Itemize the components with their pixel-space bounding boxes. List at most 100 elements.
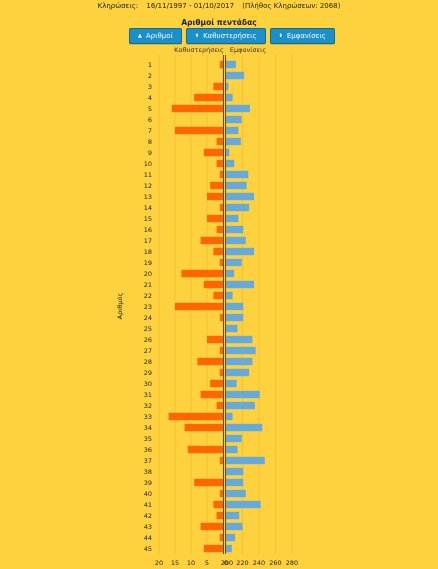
bar-delays <box>203 148 223 157</box>
bar-appearances <box>226 269 235 278</box>
category-label: 22 <box>144 292 152 300</box>
bar-delays <box>219 258 223 267</box>
bar-delays <box>213 291 223 300</box>
category-label: 36 <box>144 446 152 454</box>
bar-delays <box>184 423 223 432</box>
category-label: 41 <box>144 501 152 509</box>
sort-by-number-label: Αριθμοί <box>145 32 173 40</box>
category-label: 1 <box>148 61 152 69</box>
chart-title: Αριθμοί πεντάδας <box>181 18 257 27</box>
series-label-appearances: Εμφανίσεις <box>230 46 266 54</box>
bar-delays <box>219 489 223 498</box>
bar-appearances <box>226 533 236 542</box>
bar-appearances <box>226 115 242 124</box>
category-label: 13 <box>144 193 152 201</box>
bar-appearances <box>226 203 250 212</box>
bar-appearances <box>226 456 265 465</box>
category-label: 26 <box>144 336 152 344</box>
category-label: 37 <box>144 457 152 465</box>
category-label: 44 <box>144 534 152 542</box>
bar-delays <box>200 522 223 531</box>
sort-by-delays-button[interactable]: ⬍ Καθυστερήσεις <box>185 28 266 44</box>
bar-appearances <box>226 258 242 267</box>
category-label: 21 <box>144 281 152 289</box>
sort-buttons: ▲ Αριθμοί ⬍ Καθυστερήσεις ⬍ Εμφανίσεις <box>129 28 335 44</box>
bar-appearances <box>226 478 244 487</box>
category-label: 24 <box>144 314 152 322</box>
bar-appearances <box>226 93 233 102</box>
bar-delays <box>203 280 223 289</box>
bar-delays <box>175 302 223 311</box>
bar-appearances <box>226 60 236 69</box>
category-label: 27 <box>144 347 152 355</box>
bar-appearances <box>226 126 239 135</box>
sort-by-delays-label: Καθυστερήσεις <box>203 32 257 40</box>
bar-appearances <box>226 346 256 355</box>
bar-appearances <box>226 467 244 476</box>
bar-delays <box>219 60 223 69</box>
bar-appearances <box>226 214 239 223</box>
category-label: 3 <box>148 83 152 91</box>
bar-delays <box>187 445 223 454</box>
category-label: 34 <box>144 424 152 432</box>
bar-delays <box>194 478 223 487</box>
bar-appearances <box>226 159 235 168</box>
bar-delays <box>213 500 223 509</box>
category-label: 39 <box>144 479 152 487</box>
tick-label: 240 <box>253 559 265 567</box>
bar-delays <box>219 346 223 355</box>
bar-delays <box>175 126 223 135</box>
category-label: 12 <box>144 182 152 190</box>
series-label-delays: Καθυστερήσεις <box>174 46 224 54</box>
bar-delays <box>200 390 223 399</box>
bar-appearances <box>226 302 244 311</box>
bar-appearances <box>226 324 238 333</box>
bar-delays <box>200 236 223 245</box>
bar-delays <box>168 412 223 421</box>
bar-delays <box>216 511 223 520</box>
triangle-up-icon: ▲ <box>138 33 142 39</box>
tick-label: 260 <box>269 559 281 567</box>
bar-appearances <box>226 82 229 91</box>
category-label: 11 <box>144 171 152 179</box>
category-label: 18 <box>144 248 152 256</box>
category-label: 5 <box>148 105 152 113</box>
bar-appearances <box>226 434 242 443</box>
bar-appearances <box>226 192 255 201</box>
bar-delays <box>219 203 223 212</box>
bar-delays <box>216 159 223 168</box>
category-label: 31 <box>144 391 152 399</box>
draws-label: Κληρώσεις: <box>97 2 139 10</box>
tick-label: 20 <box>155 559 163 567</box>
bar-delays <box>213 82 223 91</box>
bar-appearances <box>226 137 241 146</box>
tick-label: 220 <box>236 559 248 567</box>
bar-delays <box>219 456 223 465</box>
bar-delays <box>219 533 223 542</box>
sort-by-appearances-label: Εμφανίσεις <box>286 32 326 40</box>
category-label: 40 <box>144 490 152 498</box>
bar-delays <box>219 170 223 179</box>
bar-appearances <box>226 71 245 80</box>
bar-appearances <box>226 379 237 388</box>
bar-appearances <box>226 522 243 531</box>
bar-delays <box>171 104 223 113</box>
tick-label: 10 <box>187 559 195 567</box>
bar-delays <box>216 225 223 234</box>
category-label: 35 <box>144 435 152 443</box>
bar-delays <box>219 368 223 377</box>
tick-label: 280 <box>286 559 298 567</box>
bar-delays <box>213 247 223 256</box>
bar-appearances <box>226 225 244 234</box>
sort-by-appearances-button[interactable]: ⬍ Εμφανίσεις <box>269 28 335 44</box>
sort-icon: ⬍ <box>194 33 200 39</box>
category-label: 14 <box>144 204 152 212</box>
bar-delays <box>207 214 223 223</box>
bar-delays <box>210 181 223 190</box>
bar-appearances <box>226 335 253 344</box>
bar-appearances <box>226 357 253 366</box>
bar-appearances <box>226 148 230 157</box>
sort-by-number-button[interactable]: ▲ Αριθμοί <box>129 28 182 44</box>
bar-delays <box>210 379 223 388</box>
